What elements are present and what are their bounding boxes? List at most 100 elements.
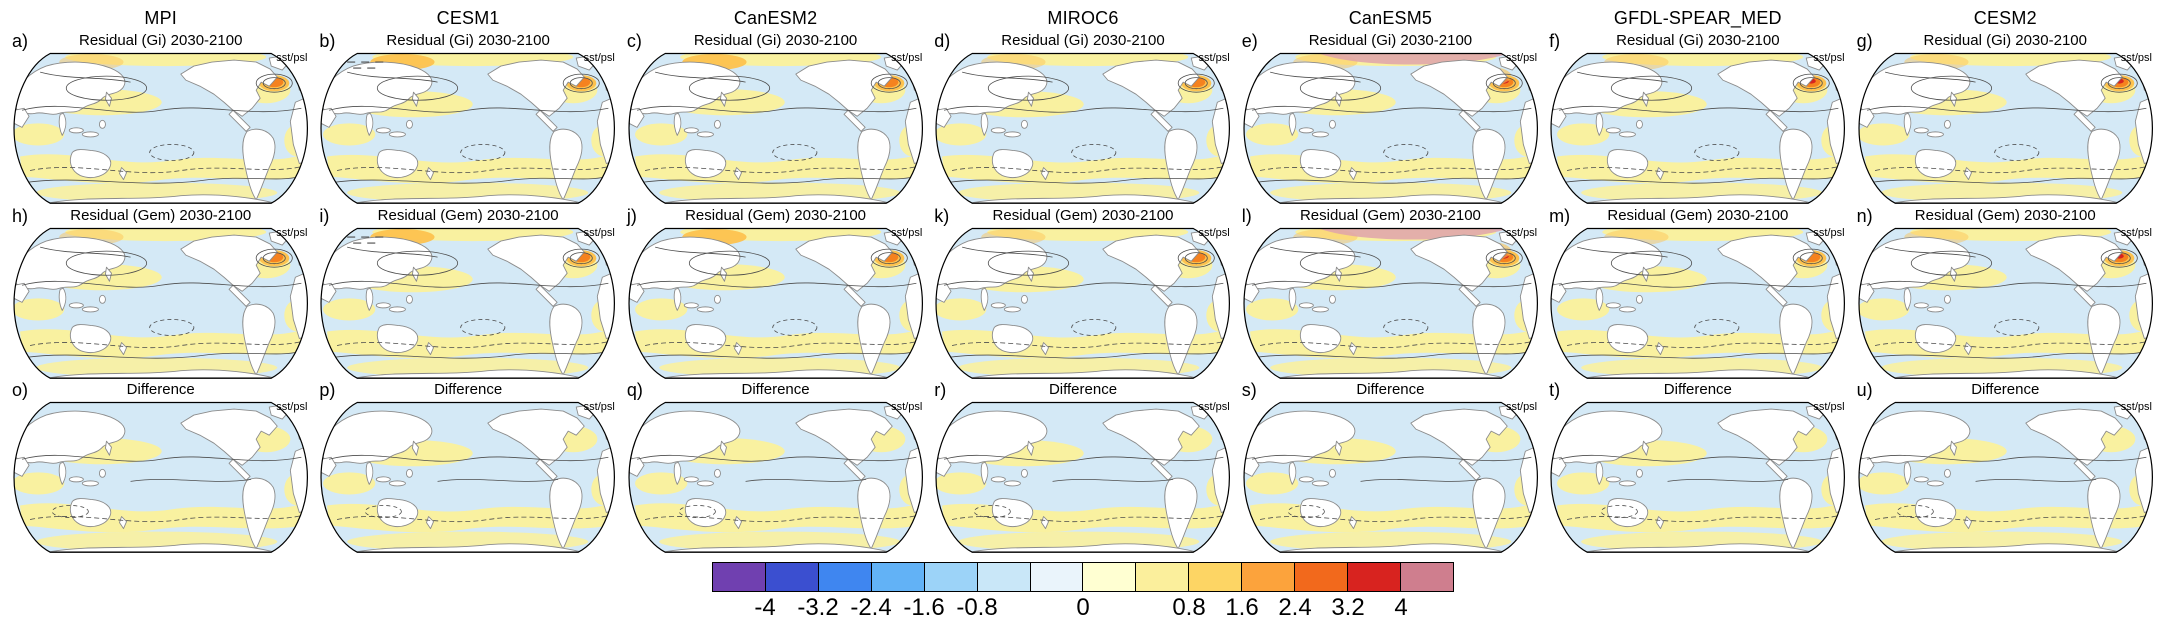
panel-letter-label: o) (12, 380, 29, 401)
map-area: sst/psl (10, 401, 311, 554)
colorbar-cell (1295, 563, 1349, 592)
panel-header: d) Residual (Gi) 2030-2100 (932, 30, 1233, 52)
world-map (13, 227, 309, 379)
panel-letter-label: u) (1856, 380, 1873, 401)
map-area: sst/psl (1547, 401, 1848, 554)
world-map (935, 402, 1231, 554)
map-area: sst/psl (1240, 52, 1541, 205)
map-panel-b: CESM1 b) Residual (Gi) 2030-2100 sst/psl (317, 6, 618, 205)
colorbar-cell (977, 563, 1031, 592)
map-area: sst/psl (317, 52, 618, 205)
panel-letter-label: p) (319, 380, 336, 401)
world-map (935, 227, 1231, 379)
colorbar-cell (1348, 563, 1401, 592)
colorbar-cell (1030, 563, 1084, 592)
map-panel-p: p) Difference sst/psl (317, 379, 618, 554)
panel-letter-label: g) (1856, 31, 1873, 51)
colorbar-tick: -0.8 (956, 594, 998, 622)
map-area: sst/psl (317, 401, 618, 554)
panel-header: e) Residual (Gi) 2030-2100 (1240, 30, 1541, 52)
map-panel-i: i) Residual (Gem) 2030-2100 sst/psl (317, 205, 618, 380)
panel-header: l) Residual (Gem) 2030-2100 (1240, 205, 1541, 227)
variable-label: sst/psl (1813, 226, 1845, 239)
map-area: sst/psl (625, 227, 926, 380)
panel-title: Residual (Gem) 2030-2100 (1607, 206, 1789, 224)
panel-header: n) Residual (Gem) 2030-2100 (1855, 205, 2156, 227)
panel-header: h) Residual (Gem) 2030-2100 (10, 205, 311, 227)
colorbar-cell (818, 563, 872, 592)
panel-letter-label: r) (934, 380, 947, 401)
colorbar-cell (924, 563, 978, 592)
variable-label: sst/psl (276, 401, 308, 414)
map-panel-a: MPI a) Residual (Gi) 2030-2100 sst/psl (10, 6, 311, 205)
variable-label: sst/psl (1198, 401, 1230, 414)
variable-label: sst/psl (1505, 226, 1538, 239)
map-area: sst/psl (1547, 52, 1848, 205)
panel-header: q) Difference (625, 379, 926, 401)
panel-header: r) Difference (932, 379, 1233, 401)
model-name: MPI (144, 8, 178, 28)
panel-header: t) Difference (1547, 379, 1848, 401)
map-panel-k: k) Residual (Gem) 2030-2100 sst/psl (932, 205, 1233, 380)
colorbar-tick: 0.8 (1172, 594, 1206, 622)
world-map (1550, 402, 1846, 554)
variable-label: sst/psl (891, 226, 923, 239)
panel-grid: MPI a) Residual (Gi) 2030-2100 sst/psl CESM1… (0, 6, 2166, 554)
variable-label: sst/psl (276, 226, 308, 239)
colorbar-tick-labels: -4 -3.2 -2.4 -1.6 -0.8 0 0.8 1.6 2.4 3.2 4 (712, 592, 1454, 624)
panel-header: c) Residual (Gi) 2030-2100 (625, 30, 926, 52)
map-area: sst/psl (1240, 401, 1541, 554)
panel-title: Residual (Gi) 2030-2100 (1616, 32, 1780, 49)
panel-header: i) Residual (Gem) 2030-2100 (317, 205, 618, 227)
variable-label: sst/psl (891, 401, 923, 414)
colorbar-cell (1400, 563, 1453, 592)
world-map (13, 402, 309, 554)
panel-title: Residual (Gem) 2030-2100 (1299, 206, 1481, 224)
world-map (1243, 52, 1538, 204)
variable-label: sst/psl (1198, 226, 1230, 239)
map-area: sst/psl (1855, 52, 2156, 205)
panel-letter-label: h) (12, 205, 29, 226)
map-area: sst/psl (932, 401, 1233, 554)
panel-letter-label: n) (1856, 205, 1873, 226)
world-map (628, 227, 923, 379)
map-panel-j: j) Residual (Gem) 2030-2100 sst/psl (625, 205, 926, 380)
colorbar-scale (712, 562, 1454, 593)
panel-header: f) Residual (Gi) 2030-2100 (1547, 30, 1848, 52)
variable-label: sst/psl (1198, 52, 1230, 64)
variable-label: sst/psl (1505, 52, 1538, 64)
map-panel-e: CanESM5 e) Residual (Gi) 2030-2100 sst/psl (1240, 6, 1541, 205)
panel-header: s) Difference (1240, 379, 1541, 401)
colorbar-tick: -4 (754, 594, 776, 622)
map-panel-t: t) Difference sst/psl (1547, 379, 1848, 554)
panel-letter-label: k) (934, 205, 950, 226)
colorbar-tick: 2.4 (1278, 594, 1312, 622)
world-map (1243, 402, 1538, 554)
world-map (320, 52, 616, 204)
model-name: CESM2 (1973, 8, 2037, 28)
panel-letter-label: b) (319, 31, 336, 51)
world-map (628, 52, 923, 204)
colorbar-cell (1083, 563, 1137, 592)
map-panel-c: CanESM2 c) Residual (Gi) 2030-2100 sst/psl (625, 6, 926, 205)
colorbar-tick: 0 (1076, 594, 1090, 622)
panel-title: Difference (126, 381, 195, 399)
world-map (1857, 402, 2153, 554)
panel-title: Residual (Gem) 2030-2100 (685, 206, 867, 224)
panel-title: Residual (Gi) 2030-2100 (386, 32, 550, 49)
model-name: CESM1 (436, 8, 500, 28)
map-panel-r: r) Difference sst/psl (932, 379, 1233, 554)
panel-letter-label: q) (626, 380, 643, 401)
map-panel-m: m) Residual (Gem) 2030-2100 sst/psl (1547, 205, 1848, 380)
colorbar-cell (1136, 563, 1190, 592)
map-panel-o: o) Difference sst/psl (10, 379, 311, 554)
panel-title: Difference (434, 381, 503, 399)
variable-label: sst/psl (1505, 401, 1538, 414)
world-map (628, 402, 923, 554)
colorbar-cell (871, 563, 925, 592)
variable-label: sst/psl (2120, 226, 2152, 239)
map-area: sst/psl (10, 52, 311, 205)
model-name: CanESM5 (1348, 8, 1433, 28)
world-map (13, 52, 309, 204)
map-panel-u: u) Difference sst/psl (1855, 379, 2156, 554)
